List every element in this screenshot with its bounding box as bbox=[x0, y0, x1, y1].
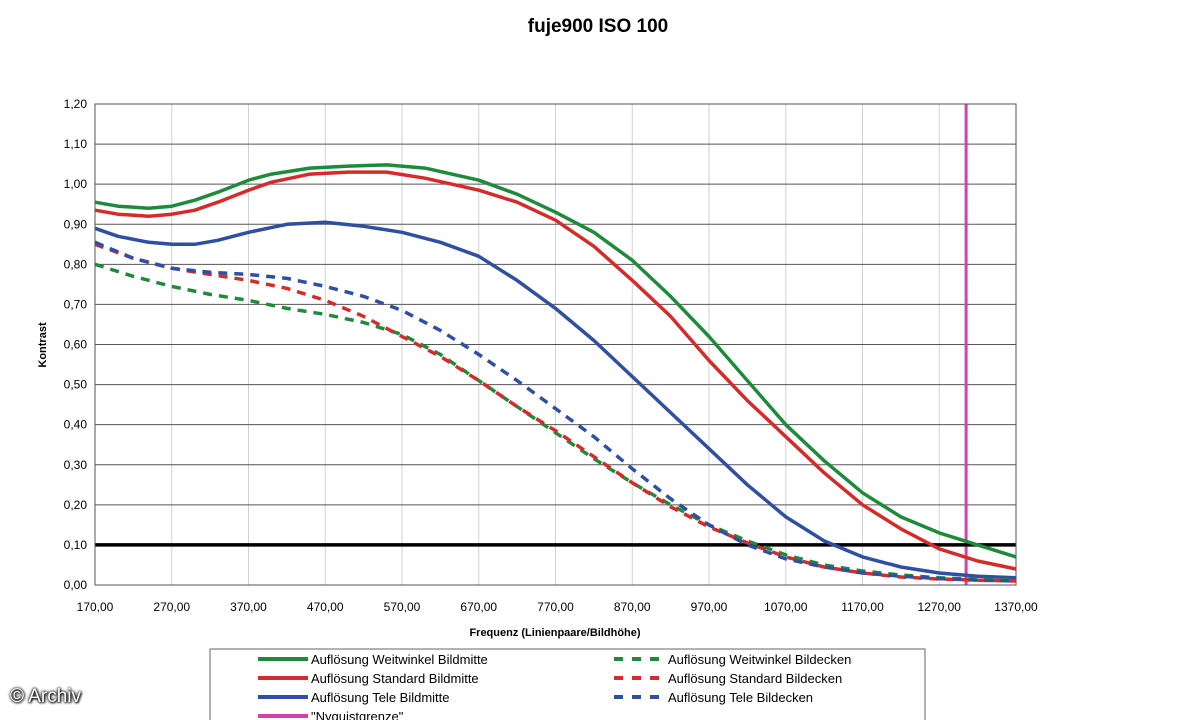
series-aufl-sung-standard-bildecken bbox=[94, 242, 1017, 583]
legend-label-aufl-sung-weitwinkel-bildecken: Auflösung Weitwinkel Bildecken bbox=[668, 652, 851, 667]
series-aufl-sung-tele-bildecken bbox=[94, 240, 1017, 583]
x-tick-label-5: 670,00 bbox=[460, 600, 497, 614]
legend-label-nyquistgrenze: "Nyquistgrenze" bbox=[311, 709, 404, 720]
legend-label-aufl-sung-tele-bildmitte: Auflösung Tele Bildmitte bbox=[311, 690, 450, 705]
series-aufl-sung-tele-bildmitte bbox=[94, 220, 1017, 580]
legend: Auflösung Weitwinkel Bildmitte Auflösung … bbox=[258, 652, 851, 720]
x-tick-label-0: 170,00 bbox=[77, 600, 114, 614]
chart-title: fuje900 ISO 100 bbox=[528, 16, 668, 37]
x-tick-label-4: 570,00 bbox=[384, 600, 421, 614]
y-tick-label-5: 0,50 bbox=[64, 378, 88, 392]
x-tick-label-3: 470,00 bbox=[307, 600, 344, 614]
legend-label-aufl-sung-standard-bildecken: Auflösung Standard Bildecken bbox=[668, 671, 842, 686]
legend-label-aufl-sung-weitwinkel-bildmitte: Auflösung Weitwinkel Bildmitte bbox=[311, 652, 488, 667]
y-tick-label-12: 1,20 bbox=[64, 97, 88, 111]
plot-frame bbox=[94, 103, 1017, 586]
series-lines bbox=[94, 163, 1017, 583]
series-aufl-sung-weitwinkel-bildmitte bbox=[94, 163, 1017, 559]
x-tick-label-7: 870,00 bbox=[614, 600, 651, 614]
x-tick-label-1: 270,00 bbox=[153, 600, 190, 614]
x-tick-label-11: 1270,00 bbox=[918, 600, 962, 614]
legend-label-aufl-sung-standard-bildmitte: Auflösung Standard Bildmitte bbox=[311, 671, 479, 686]
x-tick-labels: 170,00 270,00 370,00 470,00 570,00 670,00 770,… bbox=[77, 600, 1038, 614]
series-aufl-sung-standard-bildmitte bbox=[94, 170, 1017, 571]
y-tick-label-8: 0,80 bbox=[64, 257, 88, 271]
watermark: © Archiv bbox=[10, 686, 82, 707]
y-tick-label-3: 0,30 bbox=[64, 458, 88, 472]
y-tick-labels: 0,00 0,10 0,20 0,30 0,40 0,50 0,60 0,70 0,80 0,90… bbox=[64, 97, 88, 592]
x-tick-label-2: 370,00 bbox=[230, 600, 267, 614]
y-tick-label-10: 1,00 bbox=[64, 177, 88, 191]
x-tick-label-10: 1170,00 bbox=[841, 600, 884, 614]
reference-lines bbox=[95, 104, 1016, 585]
y-axis-label: Kontrast bbox=[37, 322, 49, 368]
legend-label-aufl-sung-tele-bildecken: Auflösung Tele Bildecken bbox=[668, 690, 813, 705]
y-tick-label-9: 0,90 bbox=[64, 217, 88, 231]
y-tick-label-6: 0,60 bbox=[64, 338, 88, 352]
x-tick-label-12: 1370,00 bbox=[994, 600, 1038, 614]
x-tick-label-9: 1070,00 bbox=[764, 600, 808, 614]
y-tick-label-11: 1,10 bbox=[64, 137, 88, 151]
y-tick-label-0: 0,00 bbox=[64, 578, 88, 592]
y-tick-label-2: 0,20 bbox=[64, 498, 88, 512]
y-tick-label-1: 0,10 bbox=[64, 538, 88, 552]
y-tick-label-4: 0,40 bbox=[64, 418, 88, 432]
x-tick-label-6: 770,00 bbox=[537, 600, 574, 614]
x-tick-label-8: 970,00 bbox=[691, 600, 728, 614]
legend-box bbox=[209, 648, 926, 720]
x-axis-label: Frequenz (Linienpaare/Bildhöhe) bbox=[469, 627, 640, 639]
y-tick-label-7: 0,70 bbox=[64, 297, 88, 311]
